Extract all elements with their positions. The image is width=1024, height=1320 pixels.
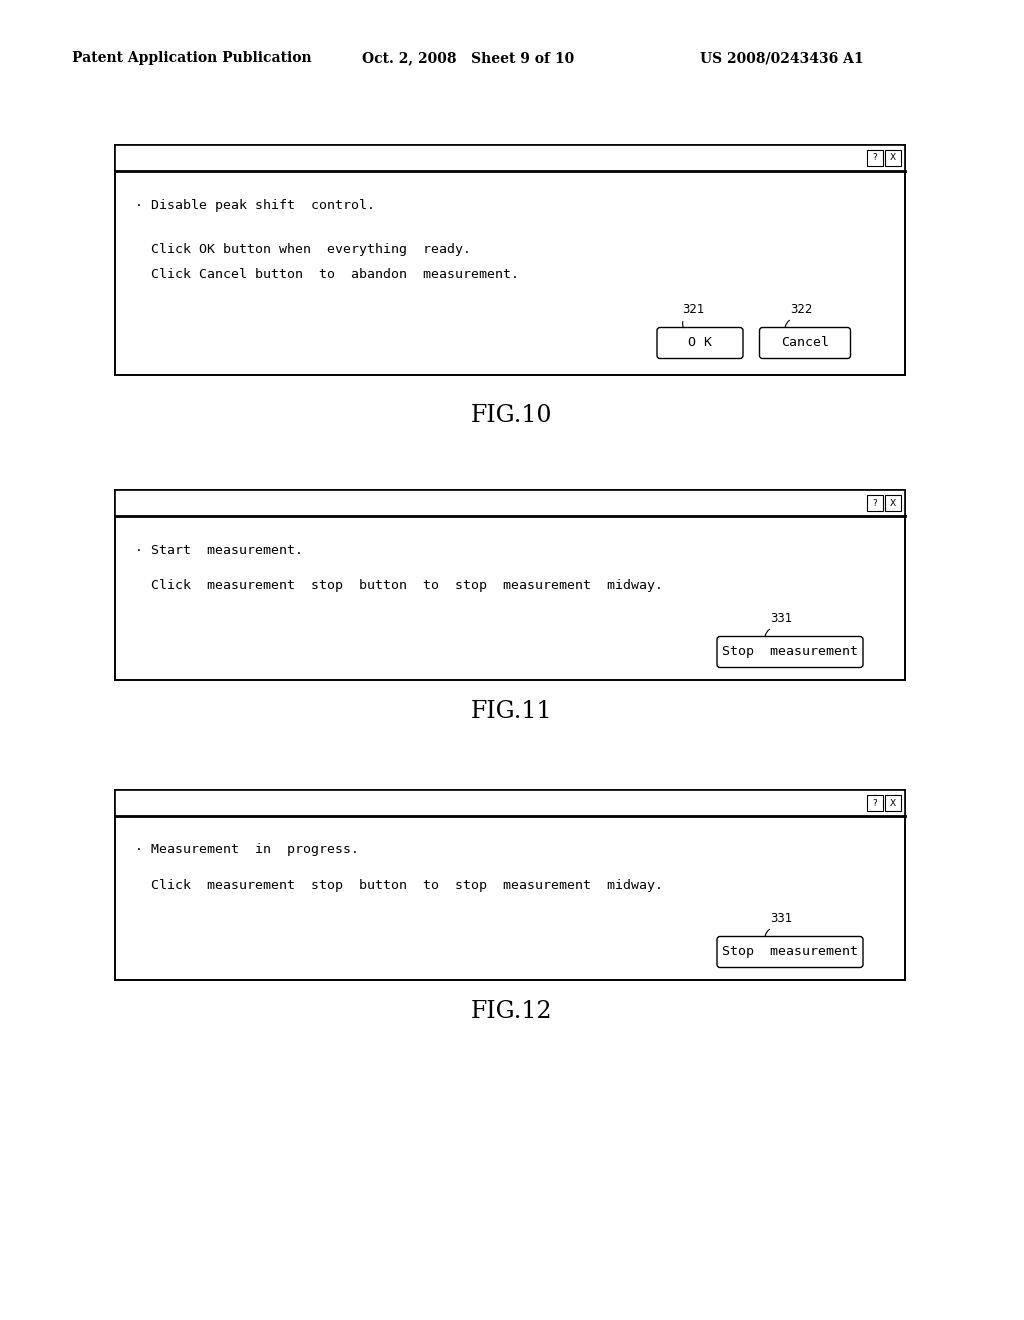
FancyBboxPatch shape xyxy=(760,327,851,359)
Bar xyxy=(885,150,901,166)
Text: Oct. 2, 2008   Sheet 9 of 10: Oct. 2, 2008 Sheet 9 of 10 xyxy=(362,51,574,65)
Text: · Measurement  in  progress.: · Measurement in progress. xyxy=(135,843,359,857)
FancyBboxPatch shape xyxy=(657,327,743,359)
Bar xyxy=(115,490,905,516)
Text: ?: ? xyxy=(872,153,878,162)
Text: 331: 331 xyxy=(770,912,793,925)
Text: Patent Application Publication: Patent Application Publication xyxy=(72,51,311,65)
Text: Stop  measurement: Stop measurement xyxy=(722,945,858,958)
Text: ?: ? xyxy=(872,499,878,507)
Text: · Disable peak shift  control.: · Disable peak shift control. xyxy=(135,198,375,211)
Bar xyxy=(115,145,905,172)
Text: FIG.12: FIG.12 xyxy=(471,1001,553,1023)
Text: ?: ? xyxy=(872,799,878,808)
Bar xyxy=(885,495,901,511)
Text: 331: 331 xyxy=(770,612,793,624)
Text: Cancel: Cancel xyxy=(781,337,829,350)
Text: 322: 322 xyxy=(790,304,812,315)
Bar xyxy=(115,789,905,816)
Text: Click  measurement  stop  button  to  stop  measurement  midway.: Click measurement stop button to stop me… xyxy=(135,879,663,891)
Text: FIG.11: FIG.11 xyxy=(471,701,553,723)
Text: Stop  measurement: Stop measurement xyxy=(722,645,858,659)
FancyBboxPatch shape xyxy=(717,936,863,968)
Text: 321: 321 xyxy=(682,304,705,315)
Text: X: X xyxy=(890,499,896,507)
Bar xyxy=(115,490,905,680)
Text: Click Cancel button  to  abandon  measurement.: Click Cancel button to abandon measureme… xyxy=(135,268,519,281)
Bar xyxy=(867,795,883,810)
Text: X: X xyxy=(890,799,896,808)
Text: Click OK button when  everything  ready.: Click OK button when everything ready. xyxy=(135,243,471,256)
Bar xyxy=(867,495,883,511)
Text: O K: O K xyxy=(688,337,712,350)
Text: US 2008/0243436 A1: US 2008/0243436 A1 xyxy=(700,51,863,65)
Bar xyxy=(867,150,883,166)
FancyBboxPatch shape xyxy=(717,636,863,668)
Text: · Start  measurement.: · Start measurement. xyxy=(135,544,303,557)
Bar xyxy=(885,795,901,810)
Text: Click  measurement  stop  button  to  stop  measurement  midway.: Click measurement stop button to stop me… xyxy=(135,578,663,591)
Text: X: X xyxy=(890,153,896,162)
Bar xyxy=(115,789,905,979)
Text: FIG.10: FIG.10 xyxy=(471,404,553,426)
Bar xyxy=(115,145,905,375)
